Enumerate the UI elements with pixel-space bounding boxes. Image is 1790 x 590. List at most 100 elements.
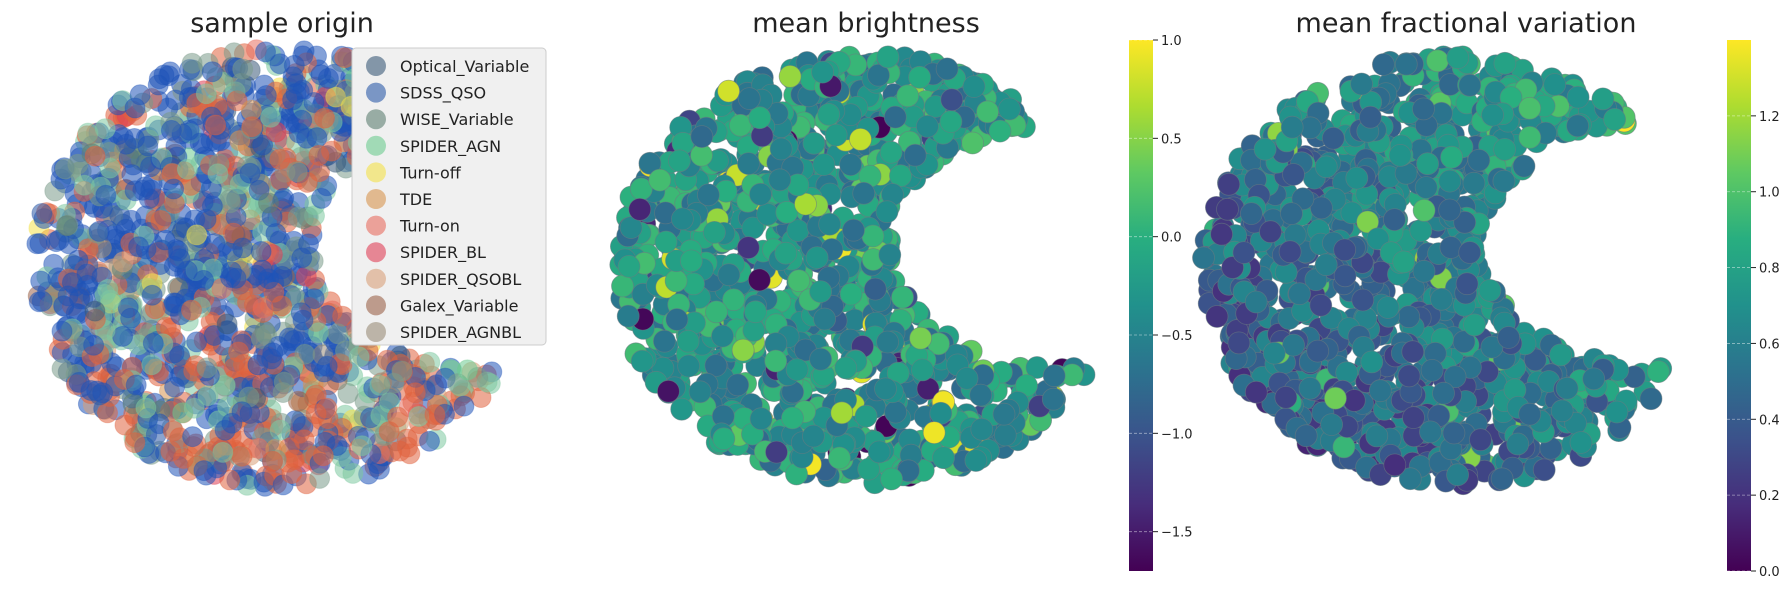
scatter-point: [765, 440, 788, 464]
scatter-point: [241, 116, 263, 138]
scatter-point: [51, 320, 73, 342]
scatter-point: [201, 61, 223, 83]
legend-label: TDE: [399, 190, 432, 209]
colorbar-tick-label: 0.4: [1759, 413, 1780, 428]
scatter-point: [1280, 202, 1303, 226]
scatter-point: [115, 133, 137, 155]
scatter-point: [419, 430, 440, 452]
scatter-point: [611, 274, 634, 298]
scatter-point: [1359, 105, 1382, 129]
scatter-point: [317, 67, 339, 89]
legend-marker: [366, 215, 386, 236]
scatter-point: [1532, 458, 1556, 482]
scatter-point: [1314, 253, 1338, 277]
scatter-point: [861, 224, 885, 248]
colorbar-tick-label: 0.0: [1161, 231, 1182, 246]
scatter-point: [993, 423, 1017, 447]
scatter-point: [998, 97, 1021, 121]
scatter-point: [1383, 208, 1406, 232]
colorbar-tick-label: 1.0: [1161, 34, 1182, 49]
scatter-point: [112, 251, 134, 273]
scatter-point: [77, 274, 98, 296]
scatter-point: [260, 106, 282, 128]
scatter-point: [1298, 376, 1322, 400]
legend-label: Turn-on: [399, 217, 460, 236]
scatter-point: [312, 445, 334, 467]
scatter-point: [1518, 125, 1542, 149]
scatter-point: [26, 233, 48, 255]
scatter-point: [617, 254, 641, 278]
scatter-point: [1420, 358, 1444, 382]
scatter-point: [839, 153, 862, 177]
scatter-point: [992, 402, 1016, 426]
scatter-point: [150, 210, 172, 231]
scatter-point: [1392, 250, 1416, 274]
scatter-point: [794, 192, 817, 216]
scatter-point: [419, 351, 441, 373]
scatter-point: [839, 282, 863, 306]
scatter-point: [769, 137, 793, 161]
scatter-point: [1227, 331, 1251, 355]
scatter-point: [842, 218, 865, 242]
scatter-point: [1478, 278, 1502, 302]
scatter-point: [811, 60, 834, 84]
scatter-point: [337, 382, 359, 404]
scatter-point: [232, 58, 254, 80]
legend-marker: [366, 162, 386, 183]
scatter-point: [1401, 340, 1425, 364]
scatter-point: [293, 429, 315, 451]
scatter-point: [252, 134, 274, 156]
scatter-point: [193, 269, 215, 291]
scatter-point: [1324, 386, 1347, 410]
scatter-point: [424, 404, 446, 426]
scatter-point: [247, 354, 269, 376]
scatter-point: [255, 41, 276, 63]
scatter-point: [1518, 96, 1542, 120]
scatter-points-sample-origin: [26, 39, 503, 497]
panel-mean-fractional-variation: mean fractional variation 1.2 1.0 0.8 0.6 0.…: [1192, 8, 1780, 580]
scatter-point: [1497, 326, 1520, 349]
scatter-point: [867, 63, 890, 87]
scatter-points-mean-brightness: [609, 45, 1096, 495]
scatter-point: [404, 382, 426, 404]
scatter-point: [834, 356, 858, 380]
scatter-point: [193, 460, 215, 482]
scatter-point: [97, 402, 118, 424]
scatter-point: [824, 123, 848, 147]
scatter-point: [668, 149, 691, 173]
scatter-point: [140, 156, 161, 178]
scatter-point: [1492, 169, 1516, 193]
scatter-points-mean-fractional-variation: [1192, 45, 1673, 496]
scatter-point: [31, 203, 53, 224]
scatter-point: [378, 421, 400, 443]
scatter-point: [1294, 424, 1318, 448]
scatter-point: [1481, 103, 1504, 127]
scatter-point: [1414, 176, 1438, 199]
scatter-point: [1244, 290, 1268, 314]
scatter-point: [749, 407, 773, 431]
scatter-point: [880, 467, 903, 491]
legend-entries: Optical_Variable SDSS_QSO WISE_Variable SPI…: [366, 56, 529, 343]
scatter-point: [99, 157, 121, 179]
scatter-point: [830, 401, 854, 425]
scatter-point: [287, 390, 309, 412]
scatter-point: [212, 441, 234, 463]
scatter-point: [764, 349, 788, 373]
scatter-point: [163, 178, 185, 200]
scatter-point: [961, 131, 984, 155]
scatter-point: [316, 355, 338, 377]
scatter-point: [705, 300, 728, 324]
panel-title-mean-fractional-variation: mean fractional variation: [1296, 8, 1637, 39]
scatter-point: [351, 435, 373, 457]
scatter-point: [969, 383, 993, 407]
panel-mean-brightness: mean brightness 1.0 0.5 0.0 −0.5 −1.0 −1.5: [609, 8, 1193, 571]
legend-marker: [366, 135, 386, 156]
scatter-point: [665, 308, 689, 331]
scatter-point: [1244, 380, 1268, 404]
scatter-point: [45, 231, 67, 253]
scatter-point: [679, 249, 703, 273]
scatter-point: [219, 188, 241, 210]
scatter-point: [711, 324, 734, 348]
scatter-point: [817, 103, 841, 126]
